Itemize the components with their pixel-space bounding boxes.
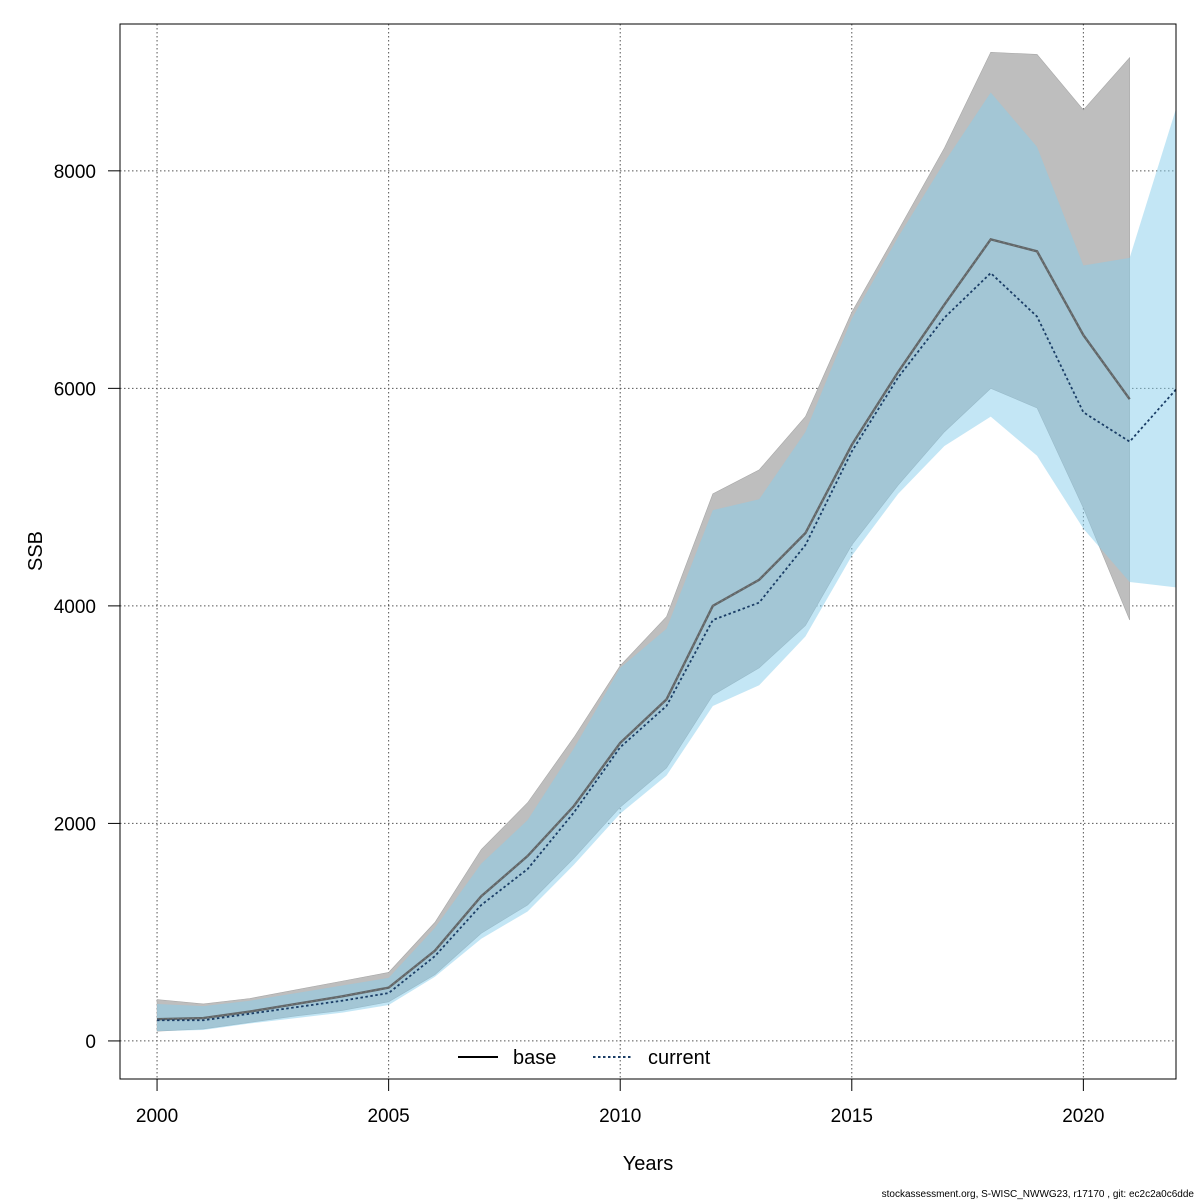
y-axis: 0 2000 4000 6000 8000 <box>54 162 121 1053</box>
footer-note: stockassessment.org, S-WISC_NWWG23, r171… <box>882 1189 1195 1200</box>
x-axis: 2000 2005 2010 2015 2020 <box>136 1078 1105 1127</box>
line-current <box>157 271 1176 1022</box>
legend: base current <box>458 1047 711 1069</box>
grid-lines <box>120 24 1176 1079</box>
confidence-bands <box>156 51 1176 1032</box>
y-tick-label-2000: 2000 <box>54 814 96 835</box>
y-tick-label-4000: 4000 <box>54 597 96 618</box>
y-tick-label-8000: 8000 <box>54 162 96 183</box>
band-current <box>157 92 1176 1032</box>
y-tick-label-0: 0 <box>85 1032 96 1053</box>
legend-label-current: current <box>648 1047 711 1069</box>
x-tick-label-2015: 2015 <box>831 1106 873 1127</box>
y-tick-label-6000: 6000 <box>54 379 96 400</box>
x-tick-label-2020: 2020 <box>1062 1106 1104 1127</box>
legend-label-base: base <box>513 1047 556 1069</box>
x-tick-label-2000: 2000 <box>136 1106 178 1127</box>
x-tick-label-2005: 2005 <box>367 1106 409 1127</box>
series-lines <box>157 237 1176 1022</box>
x-tick-label-2010: 2010 <box>599 1106 641 1127</box>
y-axis-title: SSB <box>25 531 47 571</box>
x-axis-title: Years <box>623 1153 673 1175</box>
line-base <box>157 237 1131 1021</box>
